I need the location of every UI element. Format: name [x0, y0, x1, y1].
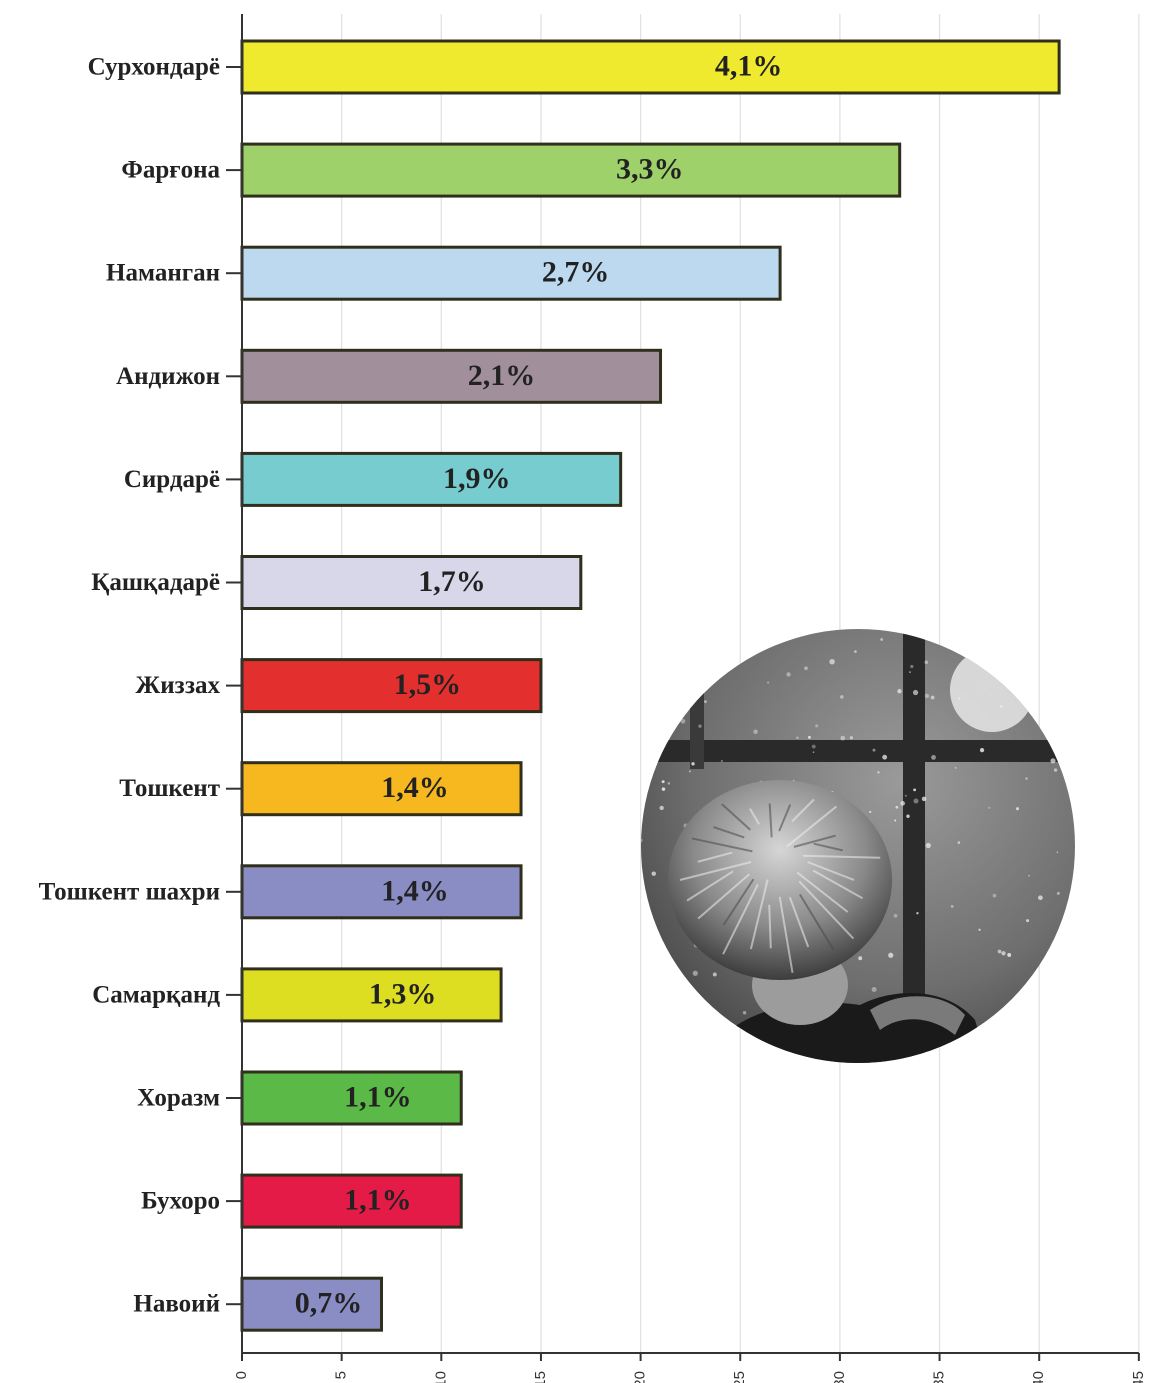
category-label: Андижон [116, 363, 220, 390]
x-tick-label: 40 [1030, 1371, 1047, 1383]
boy-at-window-photo [641, 629, 1075, 1063]
category-label: Бухоро [141, 1188, 220, 1215]
x-tick-label: 30 [831, 1371, 848, 1383]
x-tick-label: 0 [233, 1371, 250, 1379]
category-label: Сурхондарё [88, 54, 220, 81]
x-tick-label: 35 [931, 1371, 948, 1383]
bar [240, 451, 623, 507]
category-label: Қашқадарё [91, 569, 220, 596]
category-label: Жиззах [135, 672, 220, 699]
bar [240, 658, 543, 714]
category-label: Тошкент [119, 775, 220, 802]
data-label: 1,7% [418, 565, 486, 598]
category-label: Хоразм [137, 1085, 220, 1112]
bar [240, 348, 663, 404]
x-tick-label: 45 [1130, 1371, 1147, 1383]
data-label: 1,9% [443, 462, 511, 495]
x-tick-label: 20 [632, 1371, 649, 1383]
x-tick-label: 5 [333, 1371, 350, 1379]
x-tick-label: 10 [432, 1371, 449, 1383]
bar [240, 245, 782, 301]
bar [240, 39, 1061, 95]
category-label: Сирдарё [124, 466, 220, 493]
data-label: 1,5% [394, 668, 462, 701]
data-label: 0,7% [295, 1287, 363, 1320]
bar [240, 761, 523, 817]
bar [240, 864, 523, 920]
data-label: 1,1% [344, 1184, 412, 1217]
data-label: 2,1% [468, 359, 536, 392]
data-label: 3,3% [616, 153, 684, 186]
bar [240, 142, 902, 198]
data-label: 1,3% [369, 977, 437, 1010]
category-label: Тошкент шахри [39, 878, 220, 905]
bar [240, 1070, 463, 1126]
data-label: 1,1% [344, 1081, 412, 1114]
data-label: 2,7% [542, 256, 610, 289]
category-label: Самарқанд [92, 981, 220, 1008]
category-label: Фарғона [121, 157, 220, 184]
data-label: 1,4% [381, 771, 449, 804]
bar [240, 555, 583, 610]
data-label: 1,4% [381, 874, 449, 907]
category-label: Наманган [106, 260, 220, 287]
bar [240, 1276, 384, 1332]
x-tick-label: 15 [532, 1371, 549, 1383]
category-label: Навоий [133, 1291, 220, 1318]
data-label: 4,1% [715, 50, 783, 83]
x-tick-label: 25 [731, 1371, 748, 1383]
